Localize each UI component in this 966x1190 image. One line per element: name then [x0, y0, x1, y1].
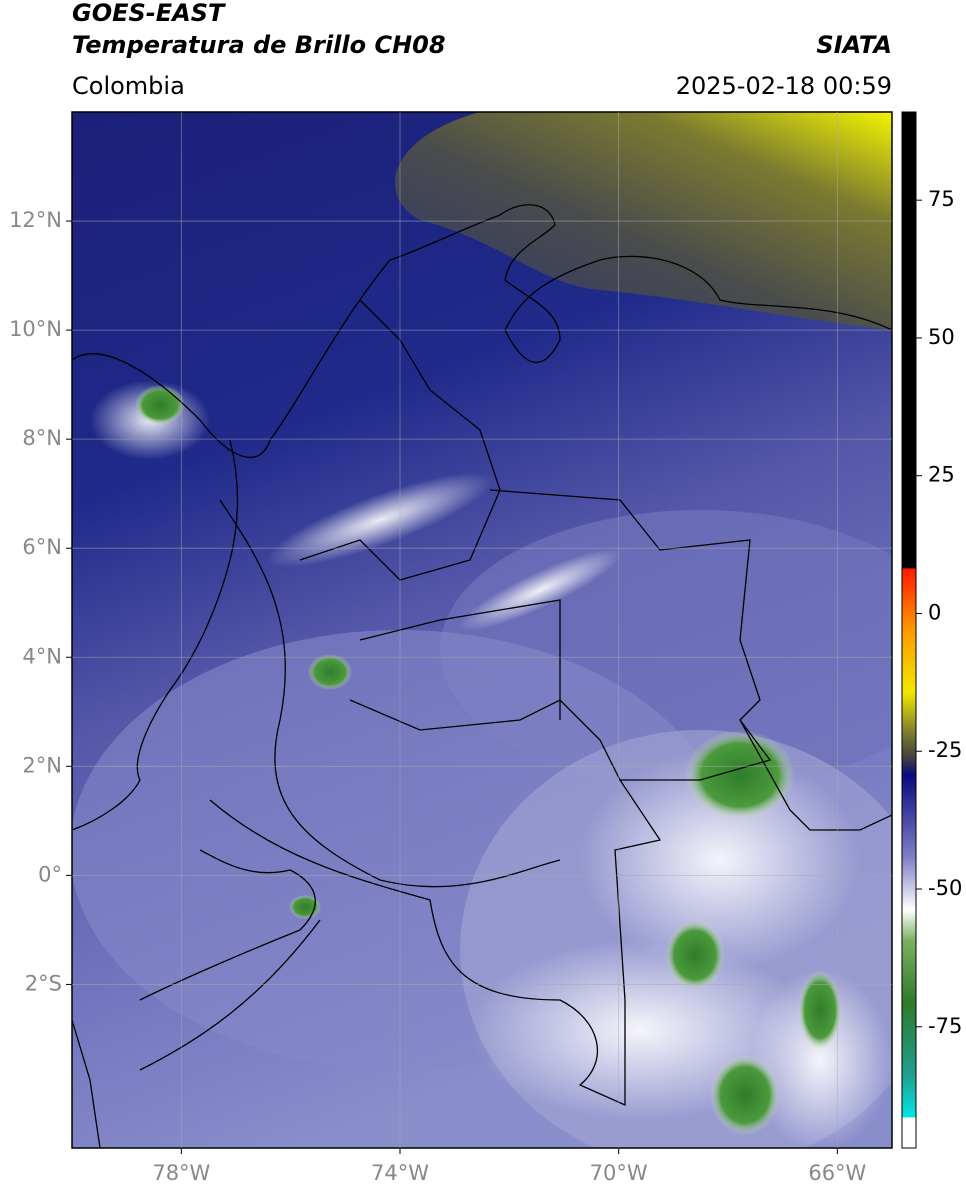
y-tick-label: 6°N [22, 535, 62, 559]
subtitle: Temperatura de Brillo CH08 [72, 31, 446, 59]
region: Colombia [72, 72, 185, 100]
x-tick-label: 66°W [808, 1161, 866, 1185]
colorbar-tick-label: -25 [928, 738, 962, 762]
y-tick-label: 12°N [9, 208, 62, 232]
y-tick-label: 2°N [22, 753, 62, 777]
y-tick-label: 4°N [22, 644, 62, 668]
colorbar [901, 111, 917, 1149]
colorbar-tick-label: 0 [928, 600, 941, 624]
datetime: 2025-02-18 00:59 [676, 72, 892, 100]
colorbar-tick-label: 25 [928, 463, 955, 487]
colorbar-tick-label: -75 [928, 1014, 962, 1038]
y-tick-label: 2°S [25, 971, 62, 995]
satellite-image [72, 112, 892, 1148]
x-tick-label: 74°W [371, 1161, 429, 1185]
x-tick-label: 70°W [590, 1161, 648, 1185]
colorbar-tick-label: 75 [928, 187, 955, 211]
x-tick-label: 78°W [152, 1161, 210, 1185]
y-tick-label: 10°N [9, 317, 62, 341]
source: SIATA [816, 31, 892, 59]
colorbar-tick-label: -50 [928, 876, 962, 900]
colorbar-tick-label: 50 [928, 325, 955, 349]
y-tick-label: 0° [38, 862, 62, 886]
map-frame [71, 111, 893, 1149]
title: GOES-EAST [72, 0, 226, 27]
y-tick-label: 8°N [22, 426, 62, 450]
